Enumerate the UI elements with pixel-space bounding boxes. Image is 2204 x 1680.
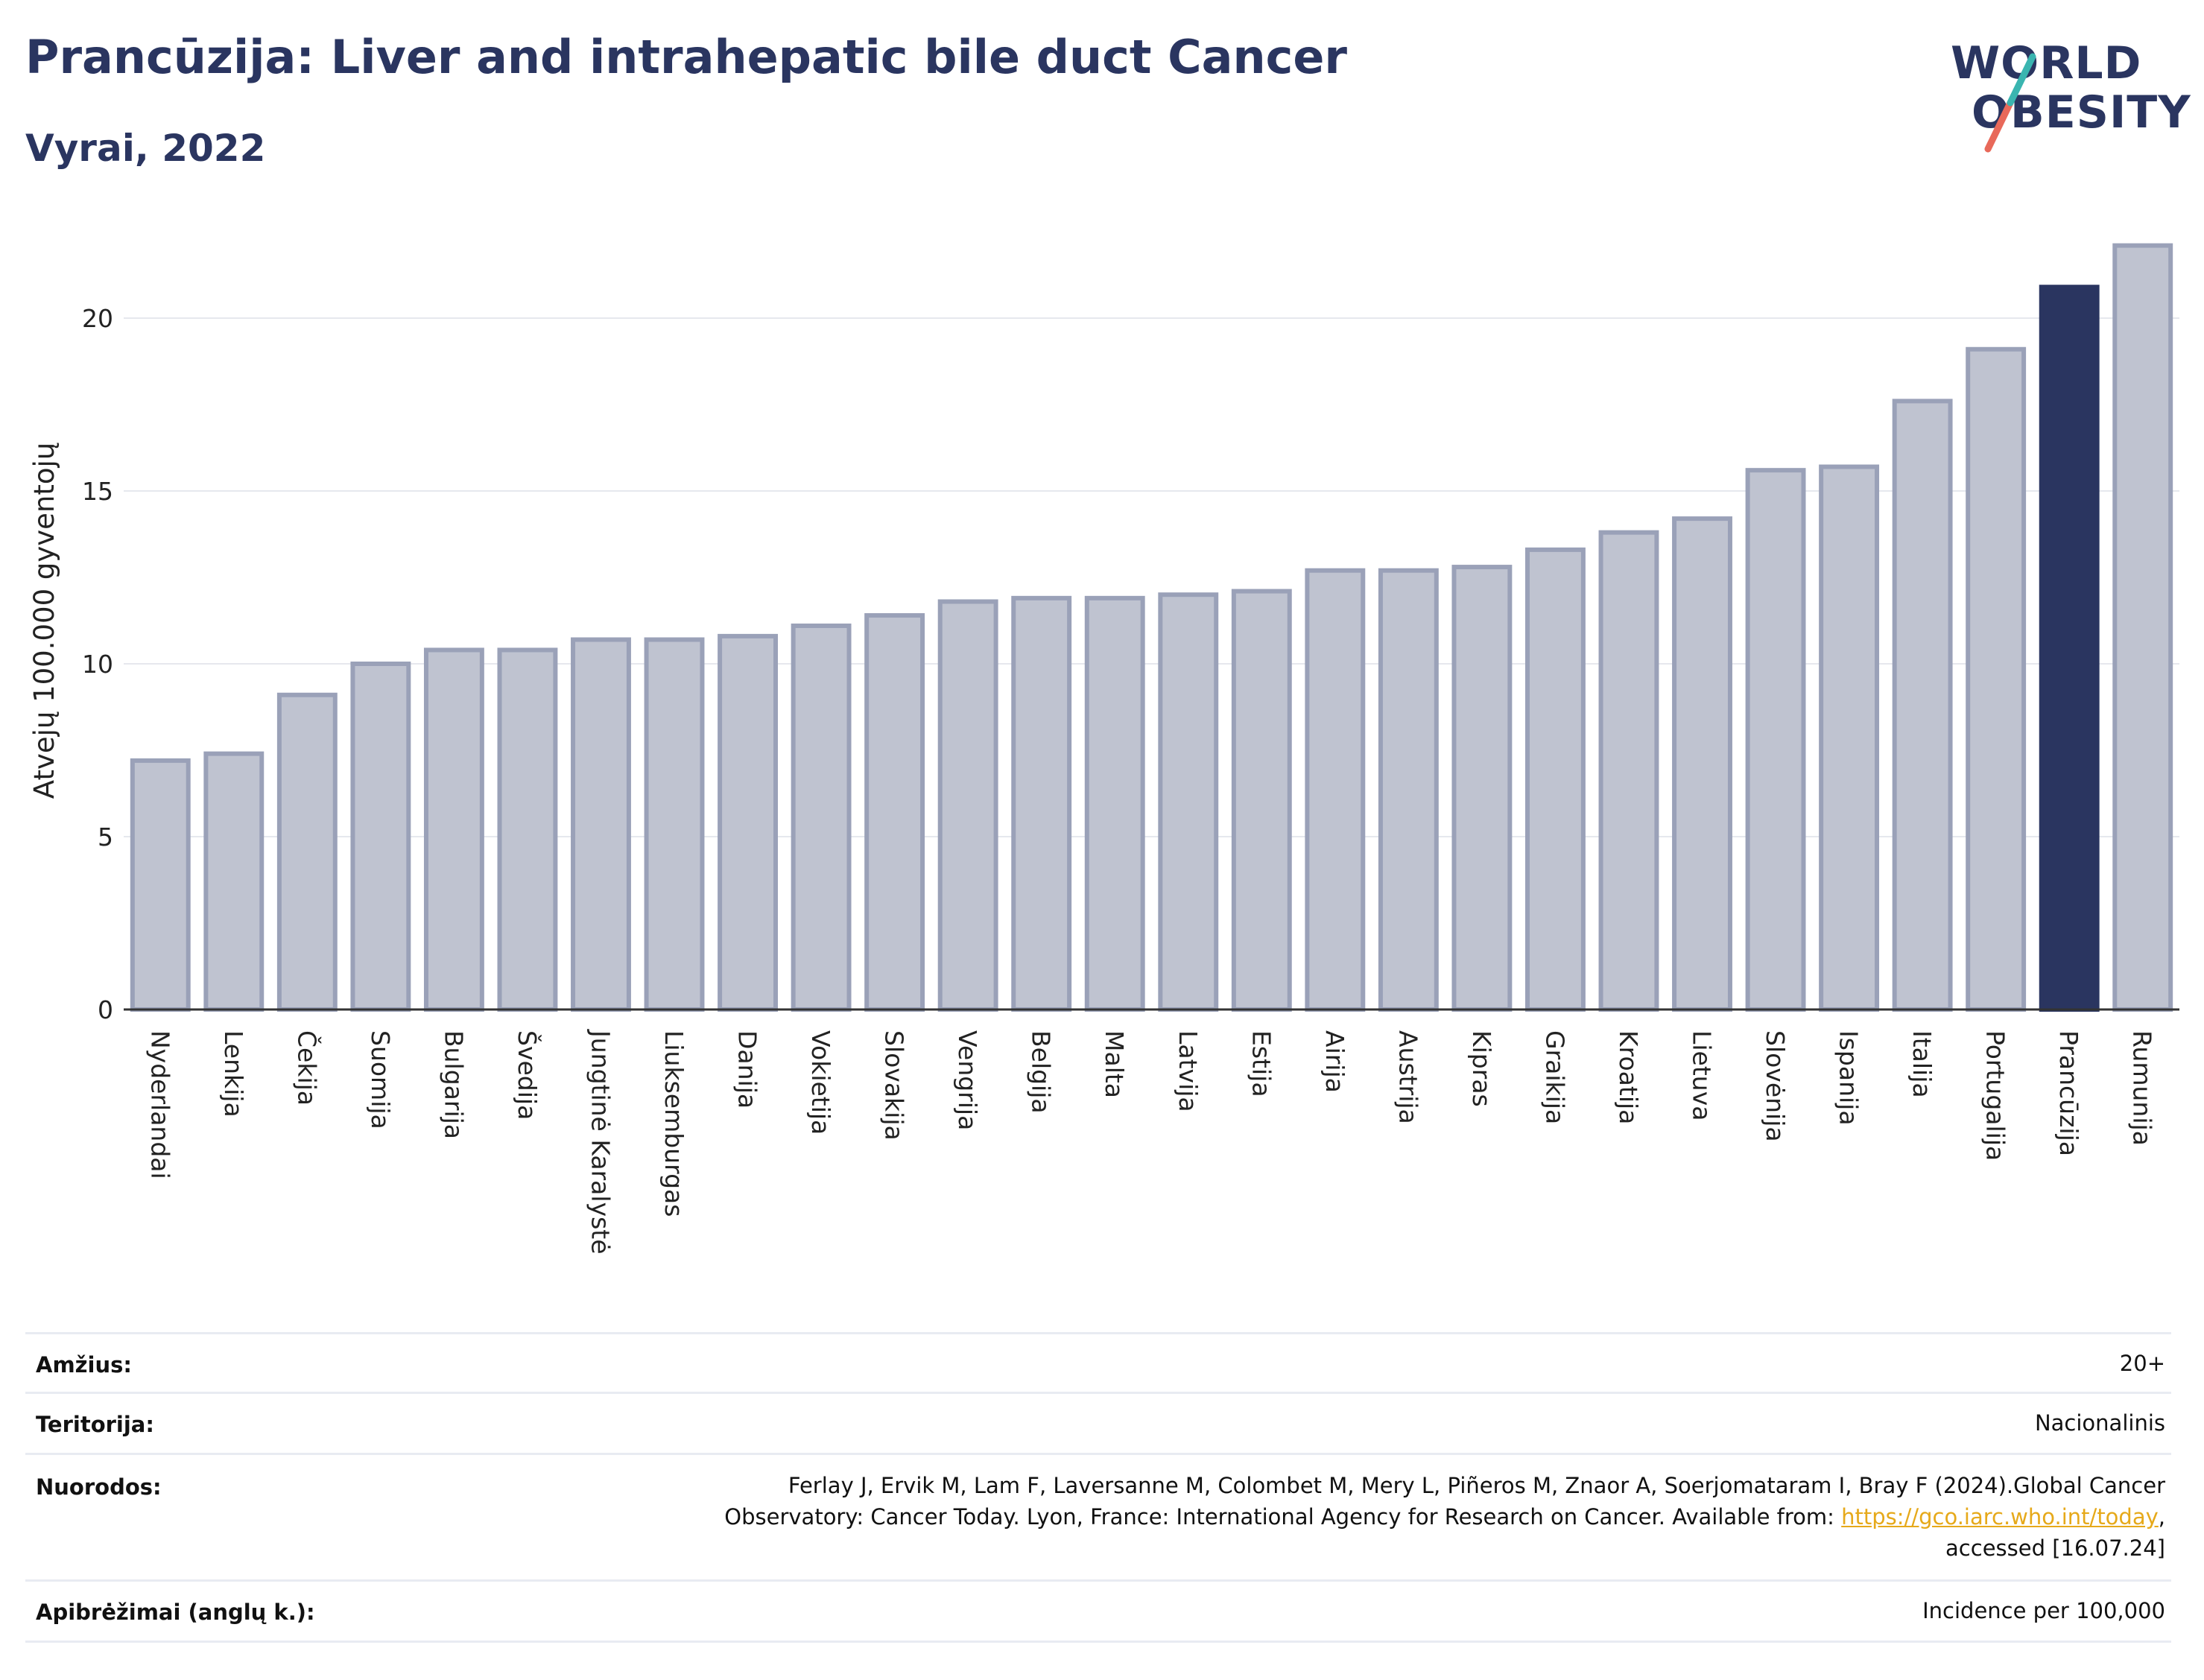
bar (497, 647, 558, 1012)
y-tick-label: 20 (82, 304, 113, 333)
bar (571, 637, 631, 1012)
x-tick-label: Prancūzija (2054, 1030, 2083, 1156)
meta-row-definitions: Apibrėžimai (anglų k.): Incidence per 10… (25, 1579, 2171, 1643)
world-obesity-logo: WORLD OBESITY (1937, 30, 2191, 164)
bar (718, 633, 778, 1012)
bar (1525, 547, 1586, 1012)
references-line-2-text: Observatory: Cancer Today. Lyon, France:… (724, 1504, 1842, 1530)
x-tick-label: Liuksemburgas (659, 1030, 688, 1217)
bar-chart: 0 5 10 15 20 Atvejų 100.000 gyventojų Nyderlan… (28, 243, 2179, 1255)
bar (2039, 285, 2100, 1012)
bar (1598, 530, 1659, 1012)
bar (1966, 346, 2027, 1012)
references-line-3: accessed [16.07.24] (1945, 1535, 2165, 1561)
x-tick-label: Slovakija (880, 1030, 909, 1141)
x-tick-label: Jungtinė Karalystė (586, 1029, 615, 1255)
references-line-2-end: , (2158, 1504, 2165, 1530)
x-tick-label: Italija (1907, 1030, 1937, 1098)
y-tick-label: 10 (82, 650, 113, 679)
x-tick-label: Lenkija (219, 1030, 248, 1118)
x-tick-label: Danija (733, 1030, 762, 1109)
y-axis-label: Atvejų 100.000 gyventojų (28, 443, 60, 799)
x-tick-label: Rumunija (2128, 1030, 2157, 1146)
x-tick-label: Latvija (1174, 1030, 1203, 1112)
references-line-1: Ferlay J, Ervik M, Lam F, Laversanne M, … (788, 1473, 2165, 1498)
references-link[interactable]: https://gco.iarc.who.int/today (1841, 1504, 2159, 1530)
x-tick-label: Kroatija (1614, 1030, 1643, 1124)
bar (1892, 399, 1953, 1012)
x-tick-label: Airija (1320, 1030, 1349, 1093)
x-tick-label: Nyderlandai (145, 1030, 174, 1179)
references-value: Ferlay J, Ervik M, Lam F, Laversanne M, … (526, 1470, 2165, 1564)
references-label: Nuorodos: (36, 1474, 162, 1500)
page-title: Prancūzija: Liver and intrahepatic bile … (25, 30, 1347, 84)
x-tick-label: Vengrija (953, 1030, 982, 1130)
bar (1084, 595, 1145, 1012)
meta-bottom-border (25, 1641, 2171, 1643)
bar (864, 613, 925, 1012)
x-tick-label: Vokietija (806, 1030, 835, 1135)
bar (1819, 464, 1880, 1012)
logo-text-world: WORLD (1951, 37, 2142, 89)
x-tick-label: Malta (1100, 1030, 1129, 1098)
bar (937, 599, 998, 1012)
meta-row-territory: Teritorija: Nacionalinis (25, 1392, 2171, 1455)
bar (644, 637, 705, 1012)
bar (350, 662, 411, 1012)
x-tick-label: Čekija (292, 1030, 322, 1106)
meta-row-age: Amžius: 20+ (25, 1332, 2171, 1394)
x-tick-label: Lietuva (1688, 1030, 1717, 1120)
age-value: 20+ (2119, 1351, 2165, 1376)
y-tick-label: 0 (98, 995, 113, 1024)
bar (130, 758, 191, 1012)
y-tick-label: 15 (82, 477, 113, 506)
meta-row-references: Nuorodos: Ferlay J, Ervik M, Lam F, Lave… (25, 1453, 2171, 1582)
x-tick-label: Bulgarija (439, 1030, 468, 1139)
definitions-value: Incidence per 100,000 (1922, 1598, 2165, 1623)
bar (1378, 568, 1439, 1012)
bar (1305, 568, 1366, 1012)
definitions-label: Apibrėžimai (anglų k.): (36, 1600, 315, 1625)
bar (1745, 468, 1806, 1012)
bar (423, 647, 484, 1012)
age-label: Amžius: (36, 1352, 132, 1378)
x-tick-label: Estija (1247, 1030, 1276, 1097)
territory-label: Teritorija: (36, 1412, 154, 1437)
bar (203, 751, 265, 1012)
x-tick-label: Švedija (513, 1030, 542, 1120)
y-tick-label: 5 (98, 822, 113, 852)
bar (2112, 243, 2173, 1012)
bar (1158, 592, 1219, 1012)
bar (1011, 595, 1072, 1012)
page-subtitle: Vyrai, 2022 (25, 127, 266, 170)
x-tick-label: Kipras (1467, 1030, 1496, 1107)
x-tick-label: Portugalija (1981, 1030, 2010, 1161)
bar (1451, 565, 1513, 1012)
x-tick-label: Suomija (366, 1030, 395, 1129)
x-tick-label: Graikija (1540, 1030, 1569, 1124)
x-tick-label: Austrija (1393, 1030, 1422, 1124)
bar (1231, 589, 1292, 1012)
x-tick-label: Slovėnija (1761, 1030, 1790, 1142)
references-line-2: Observatory: Cancer Today. Lyon, France:… (526, 1501, 2165, 1532)
x-tick-label: Ispanija (1834, 1030, 1863, 1126)
bar (1672, 516, 1732, 1012)
bar (276, 692, 338, 1012)
bar (791, 623, 852, 1012)
territory-value: Nacionalinis (2034, 1410, 2165, 1436)
logo-slash-icon (1984, 53, 2036, 153)
x-tick-label: Belgija (1027, 1030, 1056, 1114)
